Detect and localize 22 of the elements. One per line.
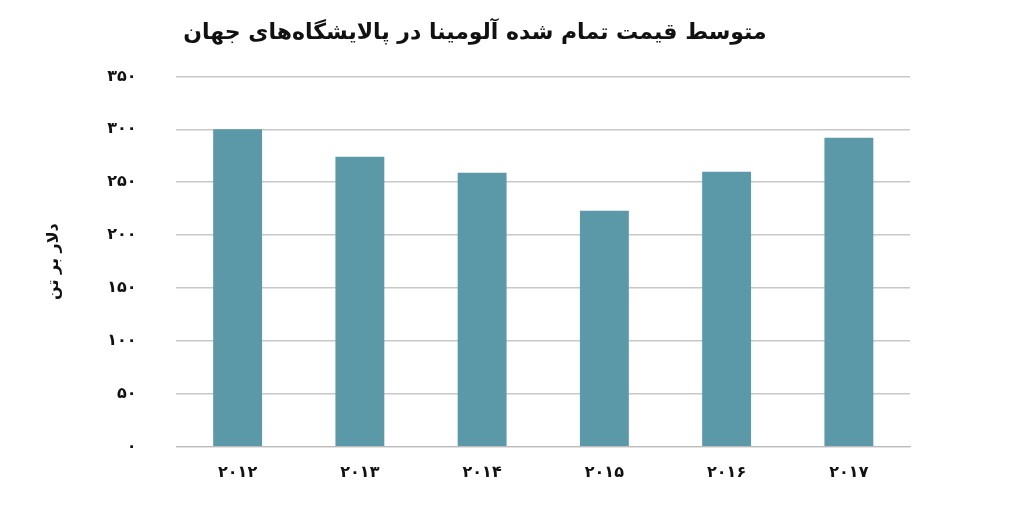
bar <box>702 171 752 447</box>
chart-title: متوسط قیمت تمام شده آلومینا در پالایشگاه‌های جهان <box>183 16 767 45</box>
bar <box>335 156 385 447</box>
y-tick-label: ۱۰۰ <box>107 330 137 350</box>
bar <box>579 210 629 447</box>
y-tick-label: ۲۵۰ <box>107 171 137 191</box>
x-tick-label: ۲۰۱۲ <box>218 461 258 481</box>
y-tick-label: ۳۵۰ <box>107 65 137 85</box>
y-tick-label: ۲۰۰ <box>107 224 137 244</box>
y-tick-label: ۱۵۰ <box>107 277 137 297</box>
y-tick-label: ۳۰۰ <box>107 118 137 138</box>
y-tick-label: ۵۰ <box>116 383 137 403</box>
x-tick-label: ۲۰۱۵ <box>584 461 625 481</box>
y-axis-title: دلار بر تن <box>42 223 62 301</box>
x-tick-label: ۲۰۱۷ <box>829 461 869 481</box>
x-tick-label: ۲۰۱۳ <box>340 461 380 481</box>
x-tick-label: ۲۰۱۴ <box>462 461 502 481</box>
bar <box>457 172 507 447</box>
bar <box>824 137 874 447</box>
x-tick-label: ۲۰۱۶ <box>707 461 747 481</box>
bar <box>213 129 263 447</box>
y-tick-label: ۰ <box>126 435 137 455</box>
